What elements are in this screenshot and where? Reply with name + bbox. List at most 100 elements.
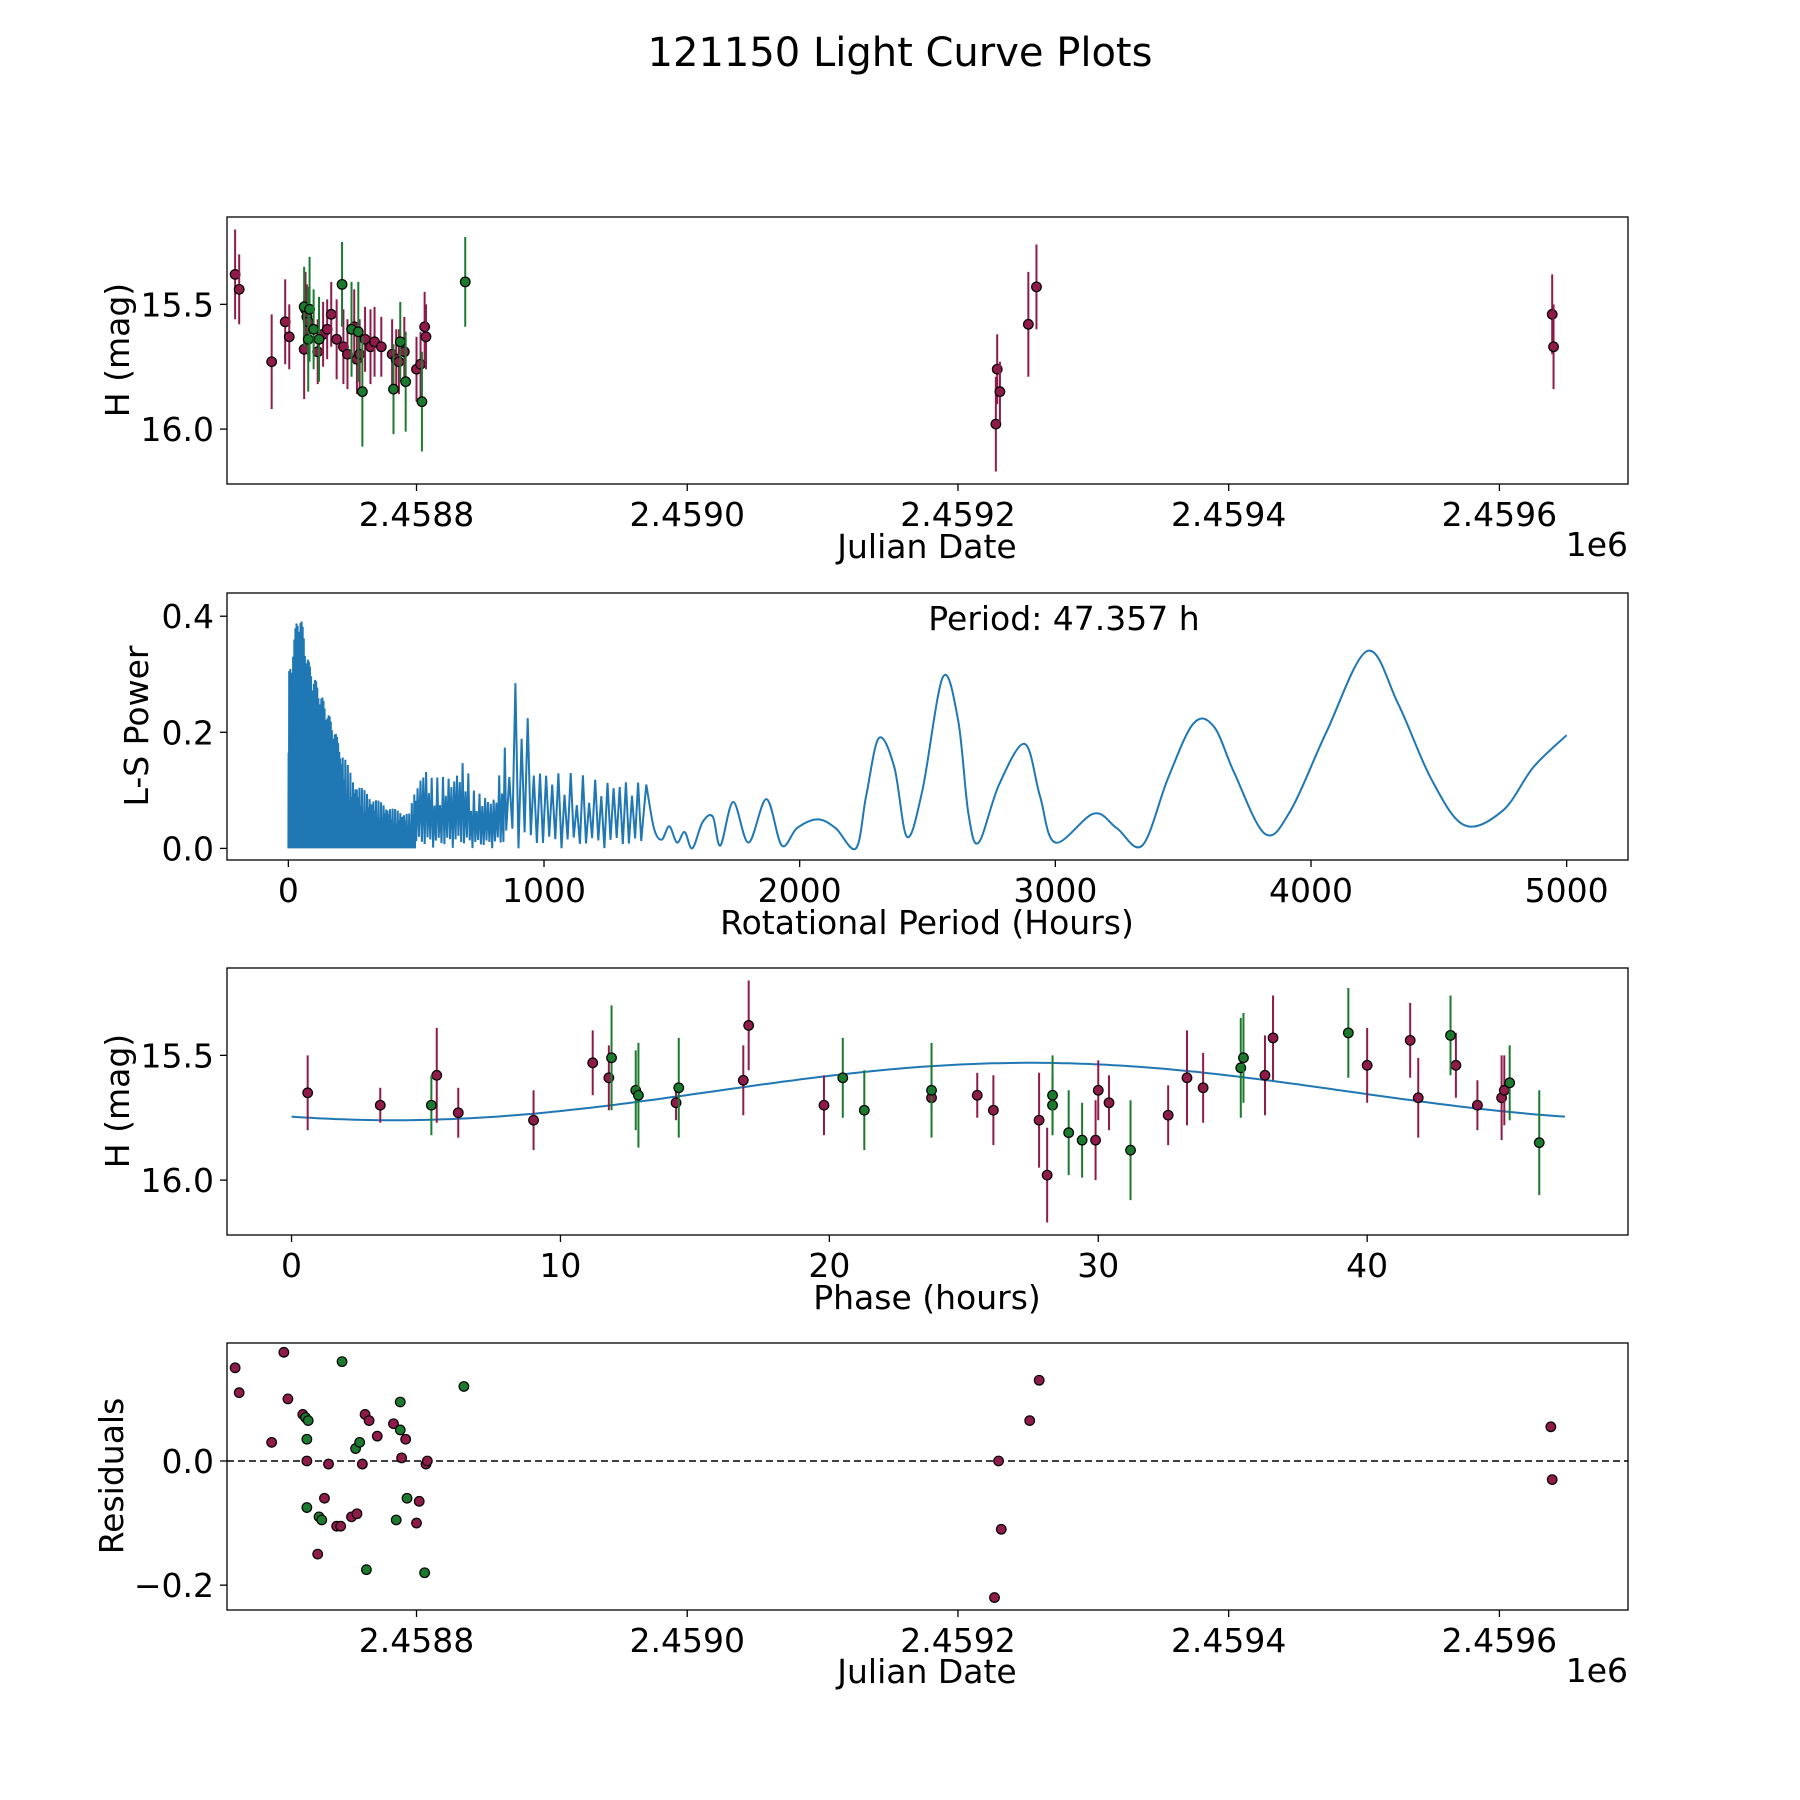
residuals-point-green <box>302 1415 314 1427</box>
lightcurve-point-red <box>1548 341 1559 353</box>
lightcurve-point-red <box>283 331 295 343</box>
phased-point-red <box>431 1069 443 1081</box>
lightcurve-panel: 2.4588 2.4590 2.4592 2.4594 2.4596 16.0 15.5 J… <box>98 216 1629 566</box>
lightcurve-point-red <box>393 356 405 368</box>
residuals-point-red <box>989 1592 1000 1603</box>
residuals-point-red <box>1545 1421 1557 1433</box>
phased-xtick-label: 30 <box>1077 1246 1119 1285</box>
phased-point-red <box>1162 1109 1174 1121</box>
residuals-point-red <box>400 1433 412 1445</box>
residuals-xtick-label: 2.4588 <box>359 1621 474 1660</box>
residuals-point-red <box>319 1492 330 1504</box>
lightcurve-point-green <box>336 278 348 290</box>
residuals-point-green <box>390 1514 402 1526</box>
phased-point-green <box>1125 1144 1136 1156</box>
periodogram-ytick-label: 0.0 <box>162 829 214 868</box>
phased-xtick-label: 10 <box>539 1246 581 1285</box>
periodogram-panel: 0 1000 2000 3000 4000 5000 0.0 0.2 0.4 Period: 4… <box>117 592 1629 942</box>
phased-point-green <box>837 1072 849 1084</box>
phased-panel: 0 10 20 30 40 16.0 15.5 Phase (hours) H (mag) <box>98 967 1629 1317</box>
phased-point-red <box>1197 1082 1209 1094</box>
residuals-point-red <box>229 1362 241 1374</box>
residuals-xtick-label: 2.4590 <box>629 1621 744 1660</box>
phased-point-green <box>425 1099 437 1111</box>
phased-point-red <box>1450 1059 1462 1071</box>
lightcurve-point-red <box>375 341 387 353</box>
residuals-point-green <box>336 1356 348 1368</box>
residuals-point-green <box>361 1564 372 1576</box>
residuals-point-red <box>1033 1374 1045 1386</box>
phased-point-red <box>302 1087 314 1099</box>
residuals-point-green <box>458 1381 470 1392</box>
lightcurve-point-green <box>302 333 314 345</box>
periodogram-annotation: Period: 47.357 h <box>928 599 1199 638</box>
periodogram-xtick-label: 5000 <box>1525 871 1609 910</box>
phased-point-red <box>528 1114 539 1126</box>
periodogram-frame <box>226 592 1629 861</box>
residuals-ylabel: Residuals <box>92 1398 131 1555</box>
residuals-point-green <box>394 1396 406 1408</box>
phased-point-red <box>1267 1032 1279 1044</box>
lightcurve-offset-label: 1e6 <box>1566 525 1628 564</box>
residuals-ytick-label: −0.2 <box>134 1566 214 1605</box>
lightcurve-point-red <box>994 386 1006 398</box>
residuals-point-green <box>301 1433 313 1445</box>
phased-point-red <box>737 1074 749 1086</box>
residuals-point-green <box>354 1436 366 1448</box>
phased-point-green <box>1504 1077 1516 1089</box>
residuals-point-red <box>282 1393 294 1405</box>
residuals-point-red <box>1546 1474 1558 1486</box>
lightcurve-point-red <box>420 331 432 343</box>
phased-point-green <box>858 1104 870 1116</box>
figure-title: 121150 Light Curve Plots <box>648 30 1153 76</box>
periodogram-xlabel: Rotational Period (Hours) <box>720 903 1134 942</box>
lightcurve-point-red <box>419 321 431 333</box>
lightcurve-point-green <box>388 383 399 395</box>
phased-point-green <box>1076 1134 1088 1146</box>
periodogram-xtick-label: 3000 <box>1013 871 1097 910</box>
phased-ylabel: H (mag) <box>98 1034 137 1168</box>
residuals-point-red <box>388 1418 399 1430</box>
lightcurve-point-red <box>233 283 245 295</box>
phased-point-green <box>1445 1029 1456 1041</box>
phased-ytick-label: 15.5 <box>141 1036 214 1075</box>
lightcurve-point-red <box>331 333 343 345</box>
lightcurve-frame <box>226 216 1629 485</box>
residuals-point-red <box>301 1455 313 1467</box>
phased-point-green <box>1533 1137 1545 1149</box>
residuals-xlabel: Julian Date <box>835 1652 1017 1691</box>
lightcurve-ytick-label: 16.0 <box>141 410 214 449</box>
phased-xtick-label: 0 <box>281 1246 302 1285</box>
lightcurve-xlabel: Julian Date <box>835 527 1017 566</box>
phased-point-red <box>1361 1059 1373 1071</box>
phased-point-green <box>926 1084 937 1096</box>
phased-point-red <box>987 1104 999 1116</box>
lightcurve-point-red <box>266 356 278 368</box>
phased-xtick-label: 40 <box>1346 1246 1388 1285</box>
periodogram-dense-line <box>287 621 648 849</box>
periodogram-xtick-label: 2000 <box>758 871 842 910</box>
phased-xlabel: Phase (hours) <box>813 1278 1041 1317</box>
residuals-point-red <box>396 1452 408 1464</box>
lightcurve-point-red <box>1546 308 1558 320</box>
residuals-point-red <box>312 1548 324 1560</box>
residuals-point-red <box>413 1495 425 1507</box>
residuals-point-red <box>278 1346 290 1358</box>
phased-point-red <box>1181 1072 1193 1084</box>
residuals-point-red <box>266 1436 278 1448</box>
phased-point-red <box>1103 1097 1115 1109</box>
phased-point-red <box>743 1019 755 1031</box>
residuals-ytick-label: 0.0 <box>162 1442 214 1481</box>
lightcurve-point-green <box>352 326 364 338</box>
lightcurve-point-green <box>416 396 428 408</box>
phased-point-red <box>1090 1134 1101 1146</box>
residuals-point-green <box>401 1492 413 1504</box>
phased-point-green <box>1047 1089 1058 1101</box>
phased-point-green <box>633 1089 644 1101</box>
lightcurve-xtick-label: 2.4588 <box>359 495 474 534</box>
residuals-point-green <box>316 1514 328 1526</box>
phased-frame <box>226 967 1629 1236</box>
lightcurve-point-red <box>1022 318 1034 330</box>
residuals-point-red <box>371 1430 383 1442</box>
